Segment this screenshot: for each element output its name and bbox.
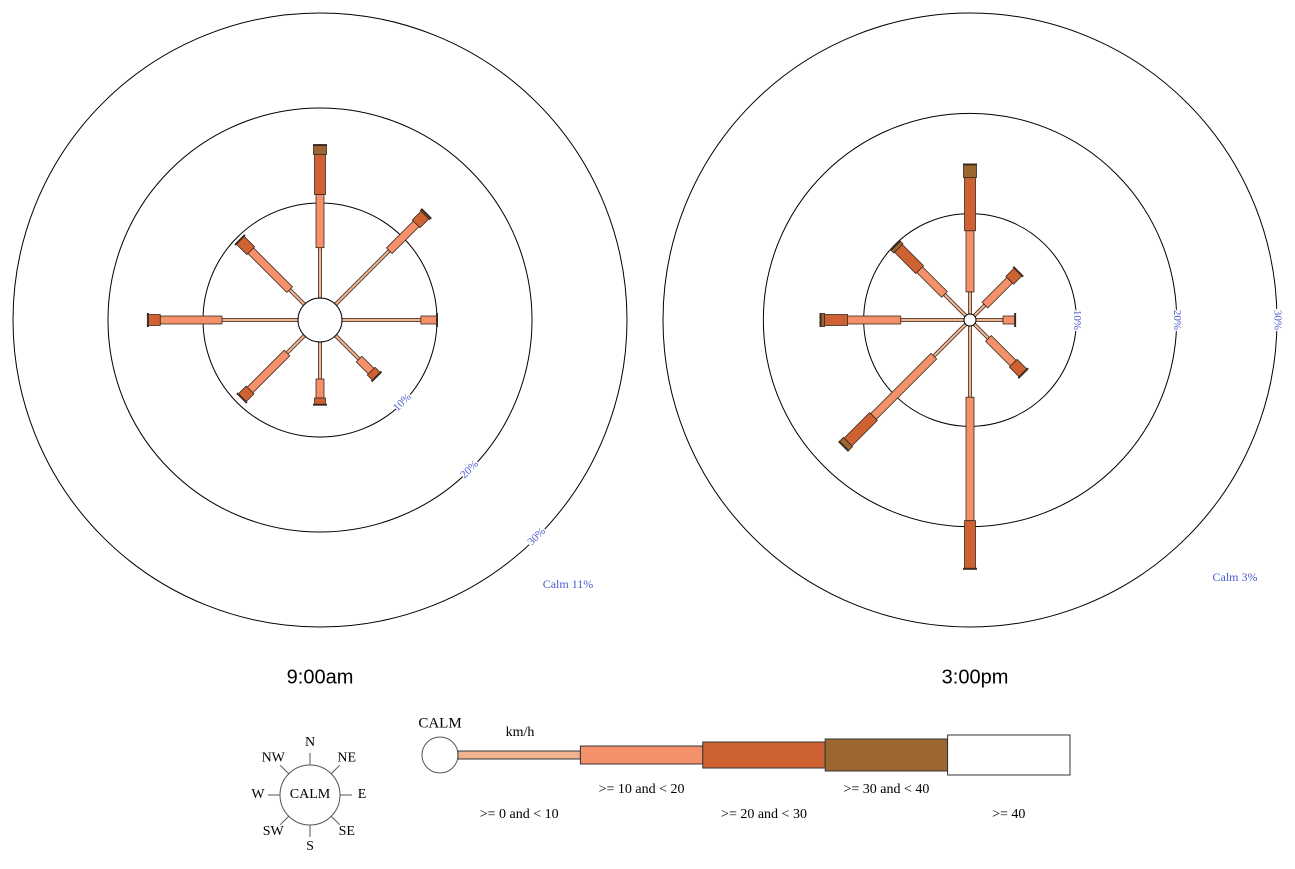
ring-label: 10% (1071, 310, 1083, 330)
wind-segment (985, 335, 1017, 367)
bar-cap (234, 234, 246, 246)
wind-segment (972, 322, 991, 341)
wind-segment (246, 349, 291, 394)
calm-label: Calm 11% (543, 577, 594, 591)
wind-segment (968, 325, 972, 398)
wind-segment (942, 292, 968, 318)
wind-segment (932, 322, 968, 358)
calm-circle (297, 297, 343, 343)
bar-cap (1017, 367, 1029, 379)
compass-label: NW (262, 750, 286, 765)
wind-segment (247, 247, 294, 294)
wind-segment (972, 303, 987, 318)
wind-segment (159, 315, 223, 325)
wind-segment (315, 194, 325, 249)
ring-label: 20% (1171, 310, 1183, 330)
bar-cap (236, 392, 248, 404)
legend-swatch (702, 741, 826, 769)
compass-spoke (330, 764, 341, 775)
compass-label: NE (337, 750, 356, 765)
wind-segment (847, 315, 902, 325)
legend-swatch (579, 745, 704, 765)
legend-label: >= 30 and < 40 (843, 782, 929, 797)
compass-label: N (305, 735, 315, 750)
wind-segment (221, 318, 299, 322)
wind-segment (333, 249, 391, 307)
calm-label: Calm 3% (1213, 570, 1258, 584)
wind-segment (385, 220, 420, 255)
compass-label: W (251, 787, 265, 802)
calm-circle (963, 313, 977, 327)
legend-label: >= 0 and < 10 (480, 807, 559, 822)
legend-label: >= 40 (992, 807, 1025, 822)
legend-swatch (947, 734, 1071, 776)
wind-segment (288, 288, 307, 307)
legend-calm-circle (421, 736, 459, 774)
wind-segment (964, 177, 976, 232)
wind-segment (318, 247, 322, 299)
compass-spoke (279, 764, 290, 775)
wind-segment (916, 266, 948, 298)
compass-spoke (279, 815, 290, 826)
wind-segment (1002, 315, 1016, 325)
compass-label: SW (263, 824, 285, 839)
ring (662, 12, 1278, 628)
compass-label: E (358, 787, 367, 802)
wind-segment (314, 154, 326, 195)
wind-segment (965, 396, 975, 522)
chart-title: 9:00am (287, 666, 354, 688)
wind-segment (341, 318, 422, 322)
legend-swatch (457, 750, 581, 760)
bar-cap (420, 208, 432, 220)
wind-segment (965, 230, 975, 293)
wind-segment (964, 520, 976, 570)
wind-segment (975, 318, 1004, 322)
wind-segment (147, 314, 161, 326)
wind-segment (315, 378, 325, 399)
bar-cap (1012, 266, 1024, 278)
wind-segment (285, 333, 307, 355)
wind-segment (318, 341, 322, 380)
bar-cap (370, 370, 383, 383)
legend-swatch (824, 738, 949, 772)
legend-label: >= 20 and < 30 (721, 807, 807, 822)
wind-segment (333, 333, 361, 361)
wind-segment (981, 276, 1014, 309)
compass-calm: CALM (290, 787, 331, 802)
wind-segment (968, 291, 972, 315)
legend-label: >= 10 and < 20 (599, 782, 685, 797)
bar-cap (838, 440, 850, 452)
ring-label: 30% (1271, 310, 1283, 330)
ring (12, 12, 628, 628)
chart-title: 3:00pm (942, 666, 1009, 688)
wind-segment (843, 412, 878, 447)
legend-unit: km/h (506, 725, 535, 740)
wind-segment (963, 164, 977, 178)
wind-segment (313, 144, 327, 155)
compass-label: S (306, 839, 314, 854)
compass-spoke (330, 815, 341, 826)
wind-segment (893, 243, 925, 275)
bar-cap (889, 239, 902, 252)
legend-calm: CALM (418, 715, 461, 731)
wind-segment (900, 318, 965, 322)
wind-segment (870, 352, 938, 420)
ring (107, 107, 533, 533)
wind-segment (420, 315, 438, 325)
compass-label: SE (339, 824, 355, 839)
wind-segment (824, 314, 849, 326)
